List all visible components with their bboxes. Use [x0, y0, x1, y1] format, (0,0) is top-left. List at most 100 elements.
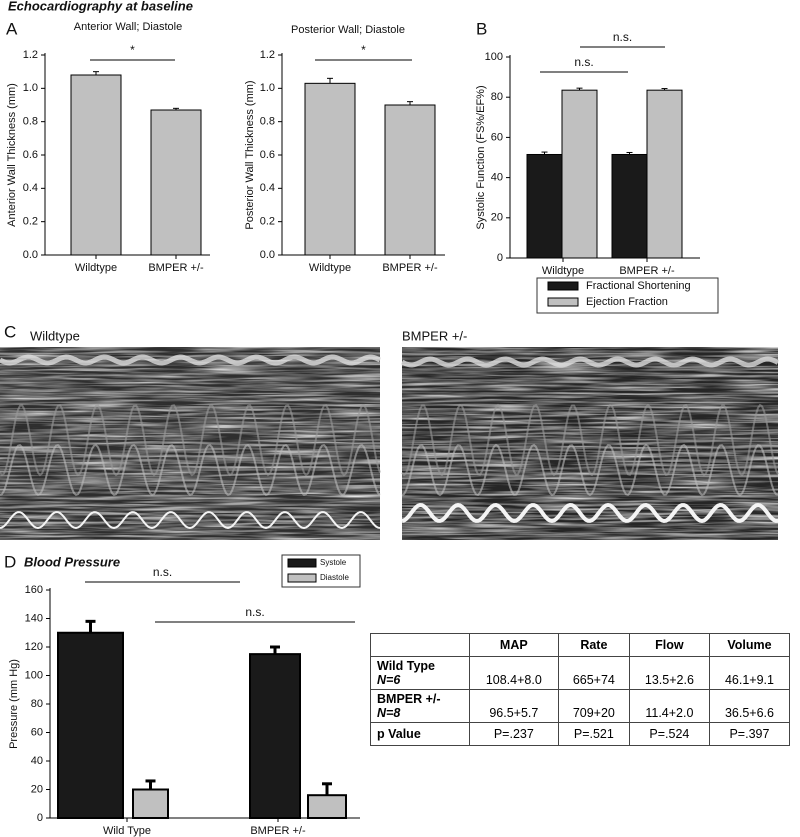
x-tick-label: BMPER +/- [619, 265, 675, 277]
x-tick-label: Wildtype [542, 265, 584, 277]
mmode-label: Wildtype [30, 328, 80, 343]
x-tick-label: BMPER +/- [250, 825, 306, 837]
x-tick-label: BMPER +/- [382, 262, 438, 274]
mmode-label: BMPER +/- [402, 328, 467, 343]
x-tick-label: Wildtype [75, 262, 117, 274]
chart-title: Posterior Wall; Diastole [291, 24, 405, 36]
y-tick-label: 20 [31, 783, 43, 795]
table-header-row: MAP Rate Flow Volume [370, 633, 791, 657]
row-label: Wild Type [377, 659, 435, 673]
table-cell: 36.5+6.6 [708, 689, 791, 723]
table-row: Wild Type N=6 108.4+8.0 665+74 13.5+2.6 46.1+… [370, 656, 791, 690]
mmode-image [400, 347, 780, 540]
table-cell: 13.5+2.6 [628, 656, 710, 690]
bar [646, 89, 683, 259]
column-header: Volume [708, 633, 791, 657]
y-tick-label: 80 [491, 91, 503, 103]
significance-label: n.s. [245, 605, 264, 619]
column-header: MAP [468, 633, 559, 657]
data-table: MAP Rate Flow Volume Wild Type N=6 108.4+8.0 66… [370, 633, 791, 746]
table-cell: P=.237 [468, 722, 559, 746]
y-tick-label: 140 [25, 612, 43, 624]
y-tick-label: 0 [497, 252, 503, 264]
y-tick-label: 40 [31, 755, 43, 767]
legend-swatch [287, 573, 317, 583]
y-axis-label: Posterior Wall Thickness (mm) [244, 80, 256, 229]
y-tick-label: 0.2 [23, 216, 38, 228]
y-tick-label: 60 [491, 131, 503, 143]
panel-label: A [6, 19, 18, 38]
bar [70, 74, 122, 256]
table-cell: 11.4+2.0 [628, 689, 710, 723]
legend-label: Ejection Fraction [586, 296, 668, 308]
mmode-trace [0, 354, 382, 366]
bar [304, 82, 356, 256]
heading: Echocardiography at baseline [8, 0, 193, 13]
table-row: p Value P=.237 P=.521 P=.524 P=.397 [370, 722, 791, 746]
bar [249, 653, 301, 819]
mmode-trace [401, 502, 779, 524]
panel-label: D [4, 552, 16, 571]
y-tick-label: 0.4 [260, 182, 275, 194]
y-tick-label: 0.8 [260, 116, 275, 128]
y-tick-label: 0.8 [23, 116, 38, 128]
mmode-trace [401, 403, 779, 477]
significance-label: n.s. [574, 55, 593, 69]
y-tick-label: 100 [485, 51, 503, 63]
bar [150, 109, 202, 256]
x-tick-label: BMPER +/- [148, 262, 204, 274]
significance-label: n.s. [153, 565, 172, 579]
legend-swatch [547, 297, 579, 307]
legend-label: Systole [320, 558, 347, 567]
mmode-trace [0, 404, 381, 477]
row-header: BMPER +/- N=8 [370, 689, 470, 723]
y-tick-label: 80 [31, 698, 43, 710]
row-header: Wild Type N=6 [370, 656, 470, 690]
row-header: p Value [370, 722, 470, 746]
y-tick-label: 60 [31, 726, 43, 738]
chart-title: Anterior Wall; Diastole [74, 21, 182, 33]
significance-label: * [130, 43, 135, 57]
legend-label: Diastole [320, 573, 349, 582]
significance-label: * [361, 43, 366, 57]
column-header: Flow [628, 633, 710, 657]
bar [57, 631, 124, 819]
y-tick-label: 1.0 [260, 82, 275, 94]
x-tick-label: Wildtype [309, 262, 351, 274]
y-tick-label: 0.2 [260, 216, 275, 228]
mmode-trace [0, 443, 381, 497]
row-sublabel: N=8 [377, 706, 401, 720]
panel-label: C [4, 322, 16, 341]
bar [307, 794, 347, 820]
y-tick-label: 20 [491, 212, 503, 224]
panel-label: B [476, 19, 487, 38]
table-cell: P=.521 [557, 722, 630, 746]
table-cell: 96.5+5.7 [468, 689, 559, 723]
table-row: BMPER +/- N=8 96.5+5.7 709+20 11.4+2.0 36.5+6… [370, 689, 791, 723]
y-tick-label: 0 [37, 812, 43, 824]
y-axis-label: Anterior Wall Thickness (mm) [6, 83, 18, 227]
legend-label: Fractional Shortening [586, 280, 691, 292]
y-axis-label: Systolic Function (FS%/EF%) [475, 85, 487, 229]
bar [611, 153, 648, 259]
bar [526, 153, 563, 259]
bar [132, 788, 169, 819]
significance-label: n.s. [613, 30, 632, 44]
bar [384, 104, 436, 256]
row-label: p Value [377, 727, 421, 741]
y-tick-label: 0.0 [260, 249, 275, 261]
x-tick-label: Wild Type [103, 825, 151, 837]
mmode-trace [400, 356, 780, 368]
y-tick-label: 0.4 [23, 182, 38, 194]
y-tick-label: 0.6 [260, 149, 275, 161]
table-cell: 108.4+8.0 [468, 656, 559, 690]
legend-swatch [547, 281, 579, 291]
table-cell: 46.1+9.1 [708, 656, 791, 690]
y-tick-label: 0.0 [23, 249, 38, 261]
mmode-trace [0, 511, 381, 530]
y-tick-label: 160 [25, 584, 43, 596]
mmode-image [0, 347, 382, 540]
row-label: BMPER +/- [377, 692, 441, 706]
